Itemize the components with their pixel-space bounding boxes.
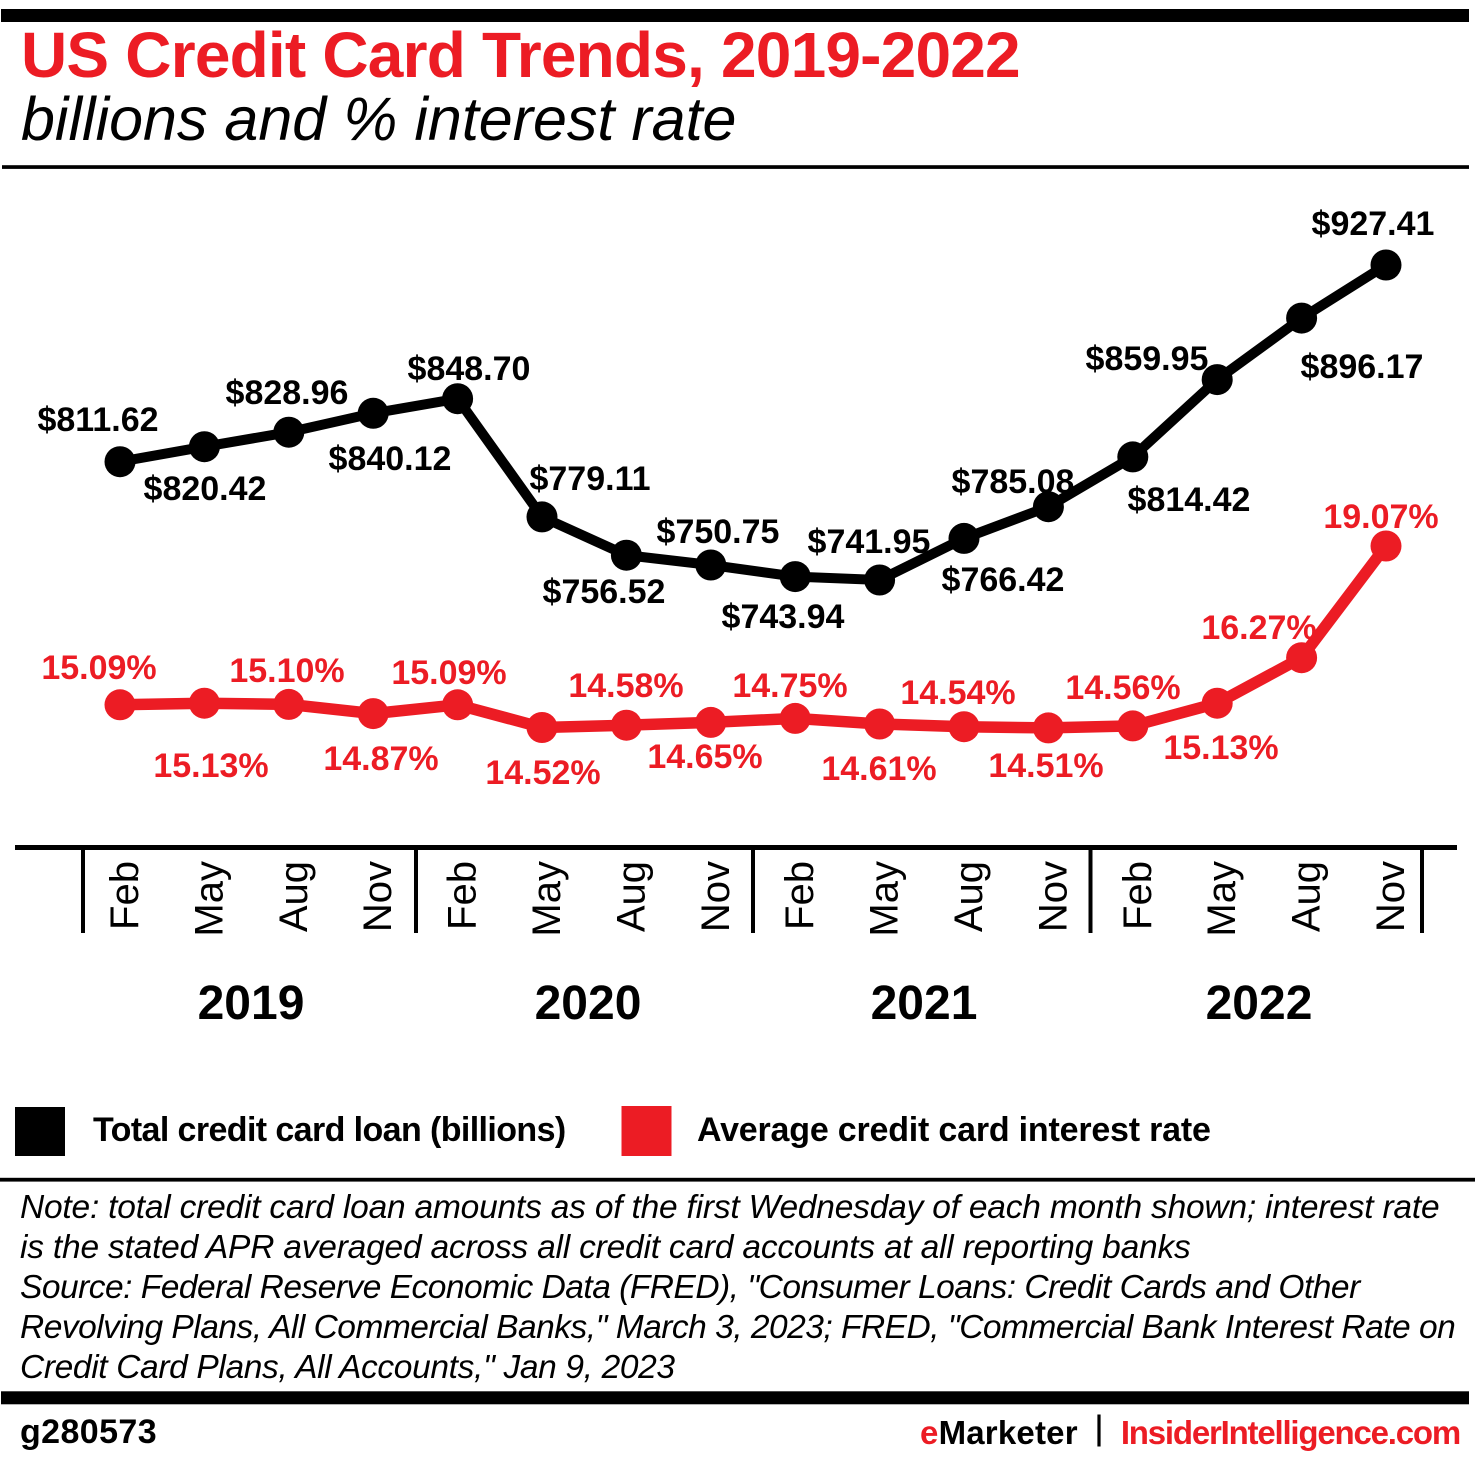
- svg-text:14.54%: 14.54%: [900, 674, 1015, 712]
- svg-text:Aug: Aug: [272, 861, 316, 932]
- svg-text:Feb: Feb: [441, 861, 485, 930]
- svg-text:2021: 2021: [871, 977, 978, 1030]
- svg-text:19.07%: 19.07%: [1323, 498, 1438, 536]
- svg-text:$840.12: $840.12: [329, 440, 452, 478]
- svg-text:2019: 2019: [198, 977, 305, 1030]
- svg-text:$814.42: $814.42: [1128, 481, 1251, 519]
- svg-text:$785.08: $785.08: [952, 463, 1075, 501]
- svg-text:eMarketer: eMarketer: [920, 1414, 1078, 1451]
- svg-text:$927.41: $927.41: [1312, 205, 1435, 243]
- svg-text:US Credit Card Trends, 2019-20: US Credit Card Trends, 2019-2022: [21, 19, 1020, 91]
- svg-text:$820.42: $820.42: [144, 470, 267, 508]
- svg-text:$779.11: $779.11: [529, 460, 650, 498]
- svg-text:Nov: Nov: [694, 861, 738, 932]
- svg-text:InsiderIntelligence.com: InsiderIntelligence.com: [1121, 1414, 1460, 1451]
- svg-text:2020: 2020: [535, 977, 642, 1030]
- svg-text:15.13%: 15.13%: [153, 747, 268, 785]
- svg-text:$750.75: $750.75: [657, 513, 780, 551]
- svg-text:May: May: [525, 861, 569, 937]
- svg-text:Note: total credit card loan a: Note: total credit card loan amounts as …: [20, 1189, 1439, 1226]
- svg-text:15.09%: 15.09%: [41, 649, 156, 687]
- svg-text:14.87%: 14.87%: [323, 740, 438, 778]
- svg-text:15.09%: 15.09%: [391, 654, 506, 692]
- svg-text:$741.95: $741.95: [808, 523, 931, 561]
- svg-text:14.75%: 14.75%: [732, 667, 847, 705]
- svg-text:$766.42: $766.42: [942, 561, 1065, 599]
- svg-text:Total credit card loan (billio: Total credit card loan (billions): [93, 1111, 566, 1149]
- svg-text:$811.62: $811.62: [37, 401, 158, 439]
- svg-text:14.58%: 14.58%: [568, 667, 683, 705]
- svg-text:14.56%: 14.56%: [1065, 669, 1180, 707]
- svg-text:15.10%: 15.10%: [229, 652, 344, 690]
- svg-text:14.51%: 14.51%: [988, 747, 1103, 785]
- svg-text:14.65%: 14.65%: [647, 738, 762, 776]
- svg-text:is the stated APR averaged acr: is the stated APR averaged across all cr…: [20, 1229, 1191, 1266]
- svg-text:$743.94: $743.94: [722, 598, 845, 636]
- svg-text:Feb: Feb: [1116, 861, 1160, 930]
- svg-text:Average credit card interest r: Average credit card interest rate: [697, 1111, 1211, 1149]
- svg-text:Aug: Aug: [1285, 861, 1329, 932]
- svg-text:$848.70: $848.70: [408, 350, 531, 388]
- svg-text:May: May: [863, 861, 907, 937]
- svg-text:15.13%: 15.13%: [1163, 729, 1278, 767]
- svg-text:May: May: [187, 861, 231, 937]
- svg-text:g280573: g280573: [20, 1413, 157, 1451]
- svg-text:Aug: Aug: [947, 861, 991, 932]
- svg-text:Feb: Feb: [103, 861, 147, 930]
- svg-text:Revolving Plans, All Commercia: Revolving Plans, All Commercial Banks," …: [20, 1309, 1455, 1346]
- svg-text:16.27%: 16.27%: [1201, 609, 1316, 647]
- svg-text:$896.17: $896.17: [1301, 348, 1424, 386]
- svg-text:Nov: Nov: [356, 861, 400, 932]
- svg-text:Aug: Aug: [609, 861, 653, 932]
- svg-text:14.52%: 14.52%: [485, 754, 600, 792]
- svg-text:Credit Card Plans, All Account: Credit Card Plans, All Accounts," Jan 9,…: [20, 1349, 675, 1386]
- svg-text:2022: 2022: [1206, 977, 1313, 1030]
- svg-text:Nov: Nov: [1369, 861, 1413, 932]
- svg-text:14.61%: 14.61%: [821, 750, 936, 788]
- svg-text:Nov: Nov: [1031, 861, 1075, 932]
- svg-text:$859.95: $859.95: [1086, 340, 1209, 378]
- svg-text:$828.96: $828.96: [226, 374, 349, 412]
- svg-text:billions and % interest rate: billions and % interest rate: [21, 85, 736, 153]
- svg-text:Feb: Feb: [778, 861, 822, 930]
- svg-text:$756.52: $756.52: [543, 573, 666, 611]
- svg-text:Source: Federal Reserve Econom: Source: Federal Reserve Economic Data (F…: [20, 1269, 1362, 1306]
- svg-text:May: May: [1200, 861, 1244, 937]
